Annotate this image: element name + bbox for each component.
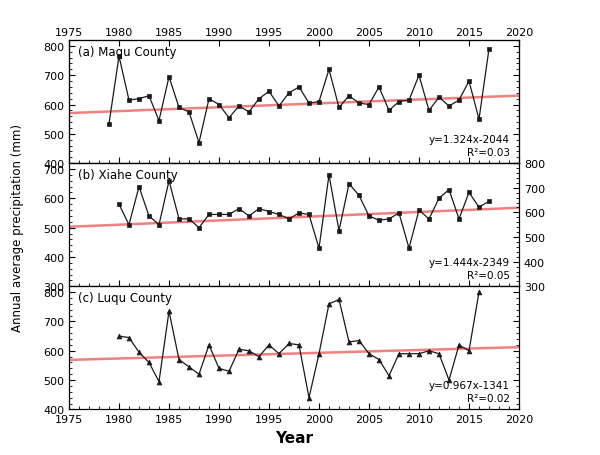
Text: (b) Xiahe County: (b) Xiahe County <box>78 169 178 182</box>
Text: y=1.324x-2044
R²=0.03: y=1.324x-2044 R²=0.03 <box>429 135 510 157</box>
X-axis label: Year: Year <box>275 430 313 445</box>
Text: (a) Maqu County: (a) Maqu County <box>78 46 176 59</box>
Text: (c) Luqu County: (c) Luqu County <box>78 292 172 304</box>
Text: y=1.444x-2349
R²=0.05: y=1.444x-2349 R²=0.05 <box>429 258 510 280</box>
Text: Annual average precipitation (mm): Annual average precipitation (mm) <box>11 124 25 331</box>
Text: y=0.967x-1341
R²=0.02: y=0.967x-1341 R²=0.02 <box>429 380 510 404</box>
